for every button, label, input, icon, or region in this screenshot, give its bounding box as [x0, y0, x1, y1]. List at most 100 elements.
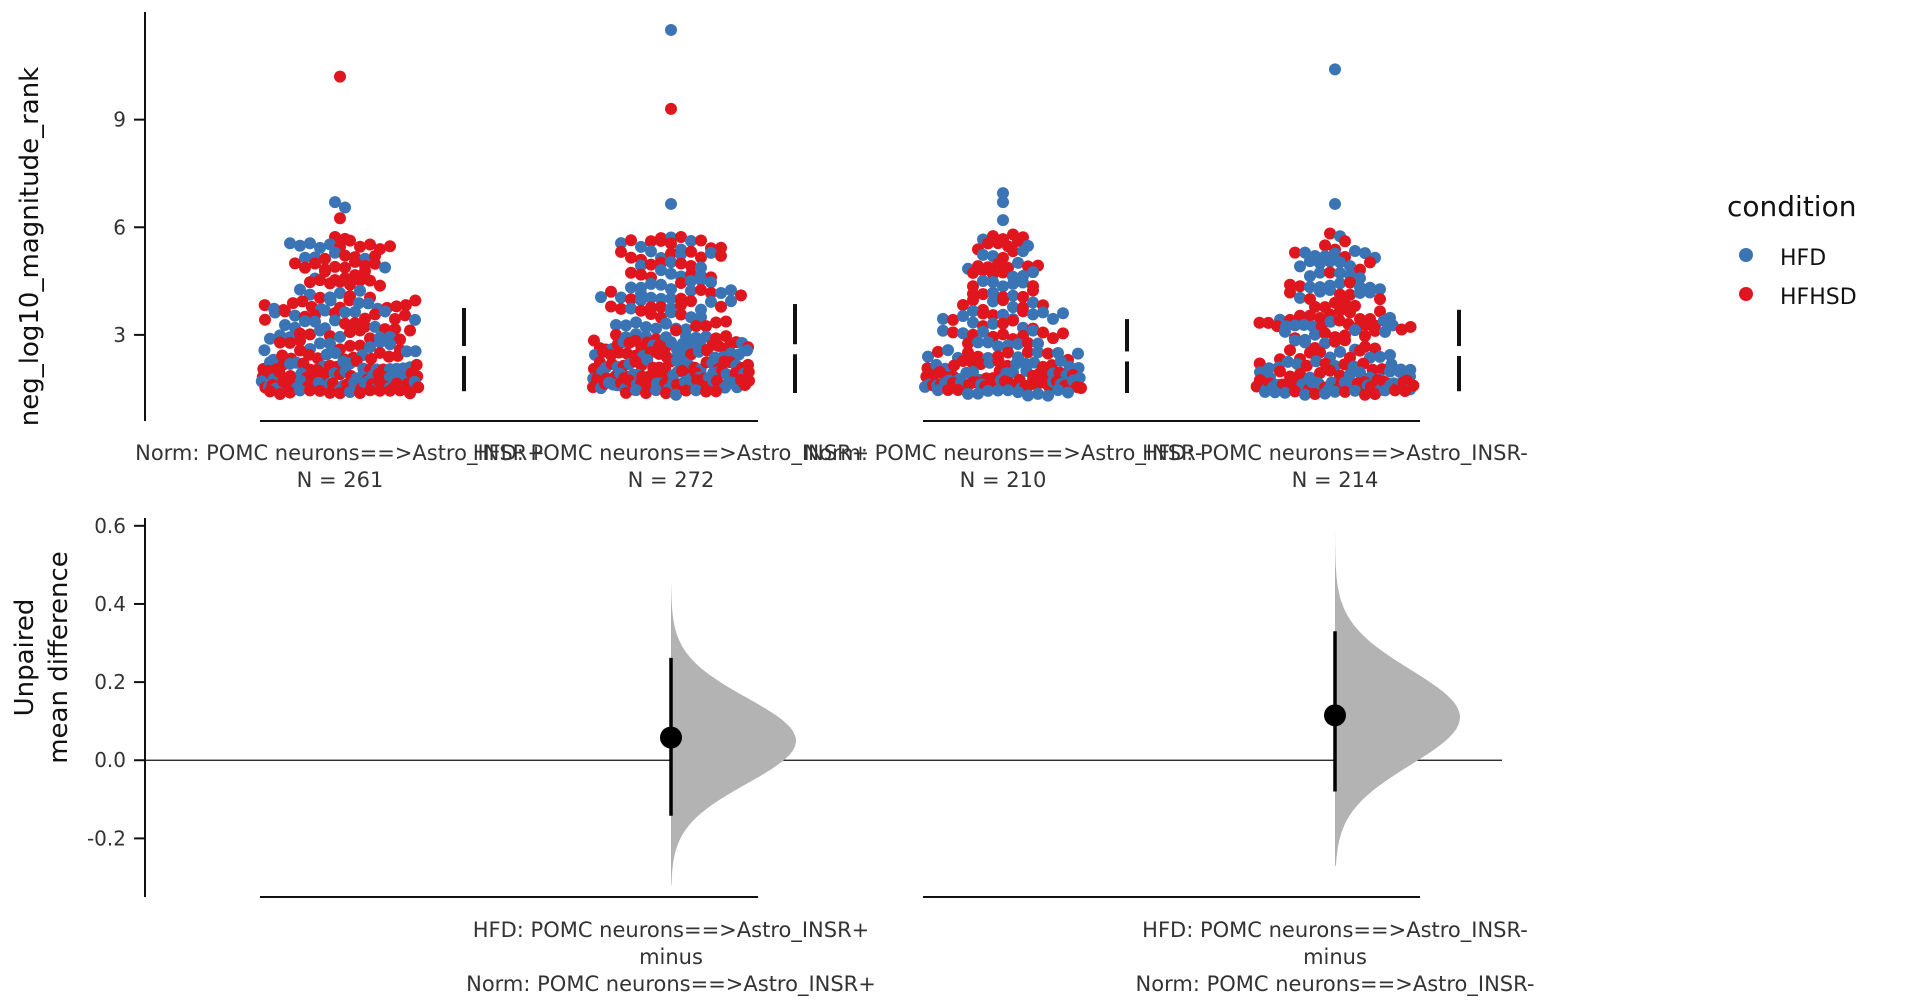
data-point [359, 265, 371, 278]
data-point [1338, 358, 1351, 371]
data-point [645, 277, 657, 290]
data-point [1042, 389, 1054, 402]
legend-title: condition [1727, 190, 1856, 223]
data-point [1289, 385, 1301, 398]
data-point [364, 341, 376, 354]
data-point [665, 237, 677, 250]
data-point [294, 283, 306, 296]
data-point [992, 257, 1004, 270]
data-point [309, 315, 321, 328]
data-point [409, 294, 422, 307]
data-point [605, 300, 617, 313]
data-point [942, 384, 954, 397]
data-point [1032, 387, 1044, 400]
data-point [1379, 325, 1391, 338]
data-point [304, 328, 316, 341]
data-point [1017, 245, 1029, 258]
data-point [1297, 318, 1310, 331]
data-point [334, 287, 346, 300]
data-point [1314, 257, 1326, 270]
data-point [665, 306, 677, 319]
data-point [1012, 234, 1024, 247]
data-point [695, 274, 707, 287]
data-point [279, 318, 291, 331]
y-tick-label-bottom: 0.0 [94, 748, 126, 772]
data-point [952, 384, 964, 397]
data-point [1284, 344, 1296, 357]
data-point [1027, 296, 1039, 309]
data-point [620, 319, 632, 332]
data-point [967, 294, 979, 307]
data-point [655, 301, 667, 314]
data-point [379, 305, 391, 318]
data-point [675, 277, 687, 290]
data-point [625, 293, 637, 306]
data-point [665, 267, 677, 280]
data-point [258, 344, 271, 357]
data-point [289, 257, 301, 270]
data-point [625, 251, 637, 264]
data-point [1354, 366, 1366, 379]
data-point [1324, 266, 1336, 279]
data-point [705, 246, 717, 259]
data-point [1304, 346, 1316, 359]
data-point [685, 259, 697, 272]
data-point [937, 312, 949, 325]
legend-label-hfd: HFD [1780, 246, 1826, 271]
data-point [1284, 286, 1296, 299]
data-point [625, 234, 637, 247]
data-point [1349, 384, 1361, 397]
data-point [1027, 266, 1039, 279]
data-point [364, 332, 376, 345]
data-point [1334, 304, 1346, 317]
comparison-label: minus [1303, 945, 1367, 969]
data-point [294, 384, 306, 397]
data-point [1329, 335, 1341, 348]
comparison-label: Norm: POMC neurons==>Astro_INSR- [1136, 972, 1535, 997]
data-point [645, 258, 657, 271]
data-point [284, 237, 296, 250]
data-point [1354, 344, 1366, 357]
data-point [675, 248, 687, 261]
data-point [665, 256, 677, 269]
y-tick-label-top: 9 [113, 108, 126, 132]
data-point [992, 237, 1004, 250]
data-point [965, 356, 978, 369]
data-point [1057, 307, 1069, 320]
data-point [399, 309, 411, 322]
data-point [364, 238, 376, 251]
data-point [655, 278, 667, 291]
data-point [354, 274, 366, 287]
data-point [329, 347, 342, 360]
data-point [635, 268, 647, 281]
data-point [1309, 387, 1321, 400]
data-point [382, 350, 395, 363]
data-point [615, 291, 627, 304]
legend-marker-hfhsd [1739, 287, 1753, 301]
data-point [715, 286, 727, 299]
data-point [725, 284, 737, 297]
data-point [665, 197, 677, 210]
data-point [997, 214, 1009, 227]
data-point [650, 322, 662, 335]
bootstrap-distribution [1335, 533, 1460, 866]
swarm-group [587, 23, 797, 401]
data-point [334, 330, 346, 343]
data-point [1027, 308, 1039, 321]
data-point [695, 284, 707, 297]
data-point [670, 324, 682, 337]
data-point [343, 294, 356, 307]
data-point [1404, 320, 1417, 333]
y-tick-label-bottom: 0.6 [94, 514, 126, 538]
effect-size-point [660, 726, 682, 749]
data-point [982, 384, 994, 397]
data-point [635, 259, 647, 272]
data-point [685, 245, 697, 258]
data-point [400, 345, 413, 358]
data-point [350, 354, 363, 367]
y-axis-label-bottom-line1: Unpaired [10, 599, 40, 717]
data-point [1281, 355, 1294, 368]
data-point [304, 237, 316, 250]
data-point [329, 260, 341, 273]
